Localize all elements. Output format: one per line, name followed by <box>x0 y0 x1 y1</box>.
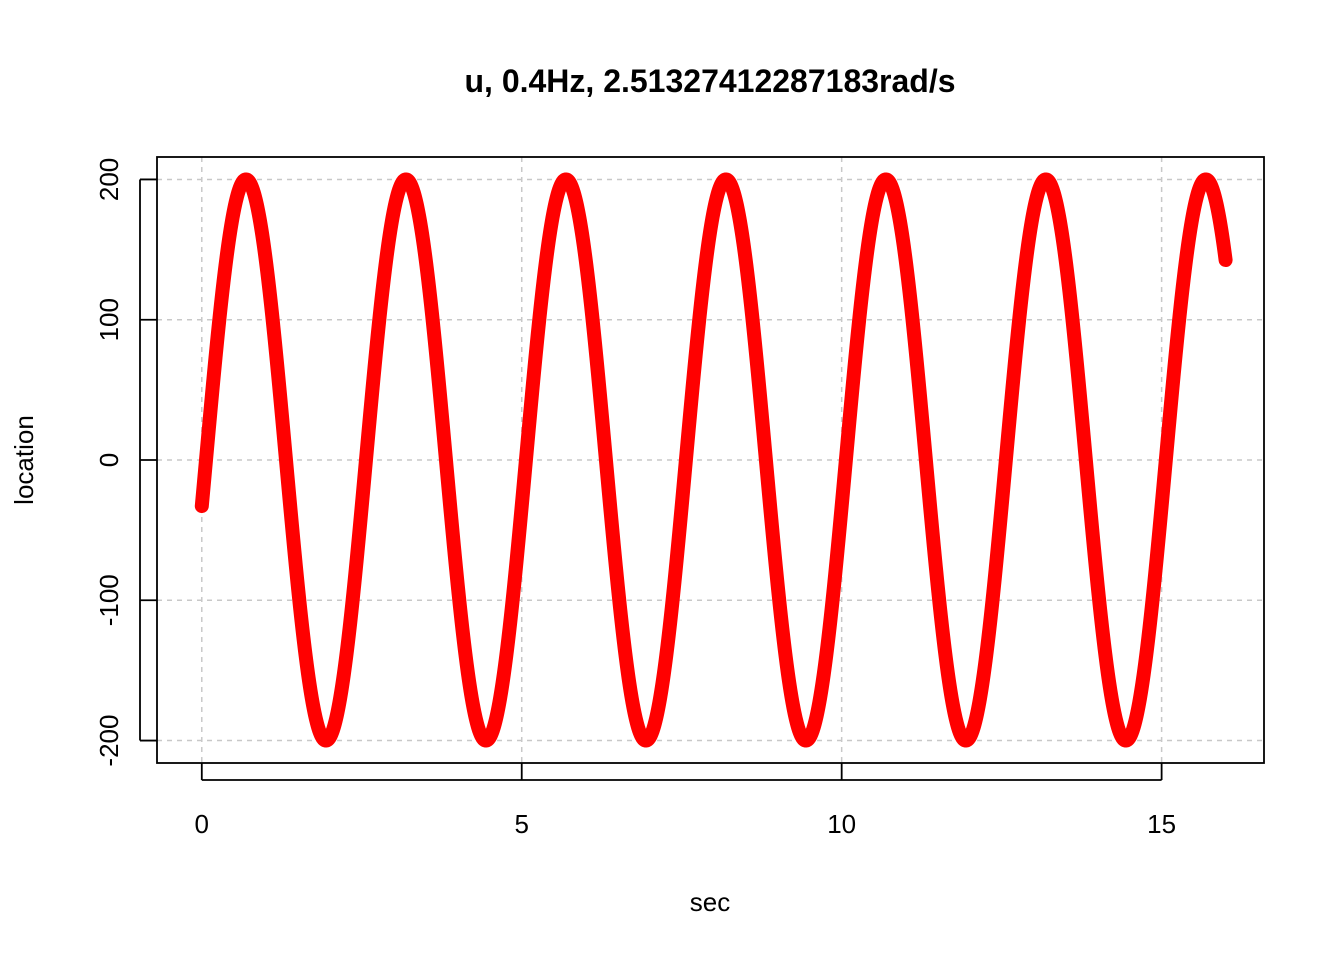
x-tick-label: 15 <box>1147 809 1176 839</box>
y-tick-label: 200 <box>94 158 124 201</box>
series-layer <box>202 179 1226 740</box>
x-axis-label: sec <box>690 887 730 917</box>
x-tick-label: 5 <box>514 809 528 839</box>
y-axis: -200 -100 0 100 200 <box>94 158 157 767</box>
y-tick-label: 100 <box>94 298 124 341</box>
x-tick-label: 10 <box>827 809 856 839</box>
y-tick-label: -200 <box>94 715 124 767</box>
series-line <box>202 179 1226 740</box>
x-tick-label: 0 <box>195 809 209 839</box>
y-tick-label: -100 <box>94 574 124 626</box>
y-axis-label: location <box>9 415 39 505</box>
y-tick-label: 0 <box>94 453 124 467</box>
x-axis: 0 5 10 15 <box>195 763 1177 839</box>
chart-title: u, 0.4Hz, 2.51327412287183rad/s <box>464 63 955 99</box>
